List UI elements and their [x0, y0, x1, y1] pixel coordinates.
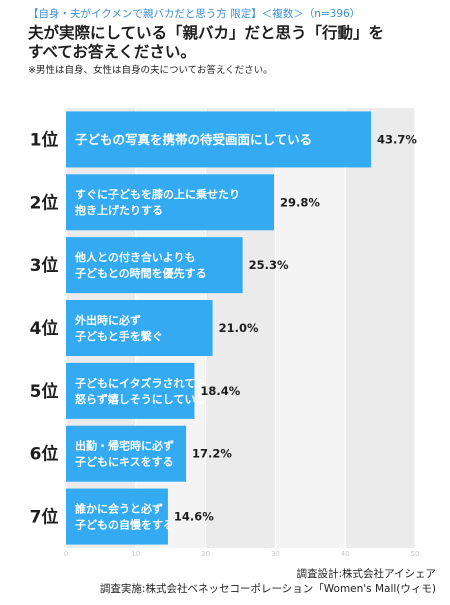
x-tick-label: 50	[411, 550, 420, 558]
bar	[66, 237, 243, 294]
x-tick-label: 20	[201, 550, 210, 558]
category-label: 怒らず嬉しそうにしている	[75, 392, 206, 406]
category-label: 子どもの写真を携帯の待受画面にしている	[75, 132, 312, 147]
value-label: 25.3%	[249, 258, 289, 272]
chart-note: ※男性は自身、女性は自身の夫についてお答えください。	[28, 65, 273, 76]
category-label: 抱き上げたりする	[75, 203, 163, 217]
rank-label: 1位	[30, 129, 59, 150]
plot-band	[275, 108, 346, 548]
bar	[66, 362, 195, 419]
bar	[66, 174, 275, 231]
value-label: 14.6%	[174, 510, 214, 524]
category-label: 出勤・帰宅時に必ず	[75, 439, 174, 453]
chart-title-line-2: すべてお答えください。	[28, 43, 196, 61]
value-label: 43.7%	[377, 132, 417, 146]
rank-label: 7位	[30, 507, 59, 528]
rank-label: 3位	[30, 255, 59, 276]
x-tick-label: 10	[131, 550, 140, 558]
category-label: 他人との付き合いよりも	[74, 250, 195, 264]
category-label: 子どもにイタズラされても	[75, 376, 206, 390]
survey-condition: 【自身・夫がイクメンで親バカだと思う方 限定】＜複数＞（n=396）	[28, 8, 361, 20]
rank-label: 6位	[30, 444, 59, 465]
category-label: 子どもにキスをする	[75, 456, 174, 469]
category-label: 子どもと手を繋ぐ	[75, 329, 163, 343]
category-label: 外出時に必ず	[74, 313, 141, 327]
survey-design-credit: 調査設計:株式会社アイシェア	[296, 568, 436, 580]
bar	[66, 300, 213, 356]
category-label: 子どもの自慢をする	[75, 518, 174, 532]
x-tick-label: 30	[271, 550, 280, 558]
rank-label: 5位	[30, 381, 59, 402]
chart-header: 【自身・夫がイクメンで親バカだと思う方 限定】＜複数＞（n=396） 夫が実際に…	[28, 6, 438, 77]
survey-conduct-credit: 調査実施:株式会社ベネッセコーポレーション「Women's Mall(ウィモ)	[99, 583, 436, 595]
bar	[66, 111, 372, 168]
rank-label: 2位	[30, 192, 59, 213]
bar	[66, 425, 187, 482]
source-credits: 調査設計:株式会社アイシェア 調査実施:株式会社ベネッセコーポレーション「Wom…	[100, 567, 436, 597]
value-label: 29.8%	[280, 195, 320, 209]
value-label: 21.0%	[219, 321, 259, 335]
x-tick-label: 40	[341, 550, 350, 558]
x-tick-label: 0	[64, 550, 68, 558]
rank-label: 4位	[30, 318, 59, 339]
category-label: 誰かに会うと必ず	[75, 502, 163, 516]
category-label: 子どもとの時間を優先する	[75, 266, 207, 280]
value-label: 18.4%	[200, 384, 240, 398]
category-label: すぐに子どもを膝の上に乗せたり	[75, 187, 240, 201]
value-label: 17.2%	[192, 447, 232, 461]
chart-title: 夫が実際にしている「親バカ」だと思う「行動」を すべてお答えください。	[28, 24, 438, 62]
chart-title-line-1: 夫が実際にしている「親バカ」だと思う「行動」を	[28, 24, 385, 42]
bar	[66, 488, 168, 545]
